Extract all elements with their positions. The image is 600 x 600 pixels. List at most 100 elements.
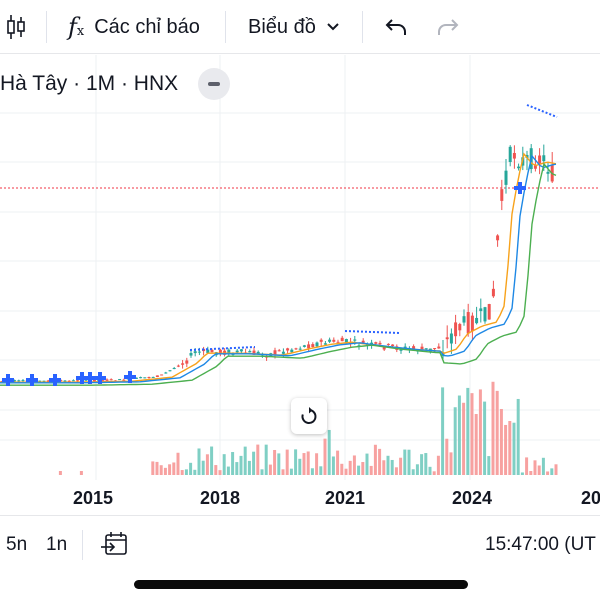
plus-marker: [6, 374, 10, 386]
chevron-down-icon: [327, 23, 339, 31]
volume-bar: [504, 424, 508, 475]
candle-body: [185, 360, 189, 364]
volume-bar: [491, 381, 495, 475]
volume-bar: [327, 429, 331, 475]
volume-bar: [302, 453, 306, 475]
volume-bar: [399, 457, 403, 475]
volume-bar: [340, 463, 344, 475]
candle-body: [210, 349, 214, 353]
candle-body: [470, 315, 474, 332]
candle-body: [508, 146, 512, 162]
legend-collapse-button[interactable]: [198, 68, 231, 100]
candle-body: [454, 322, 458, 337]
volume-bar: [407, 449, 411, 475]
candle-body: [193, 351, 197, 354]
x-tick-label: 2018: [200, 488, 240, 508]
volume-bar: [201, 460, 205, 475]
candle-body: [475, 317, 479, 324]
reset-icon: [301, 407, 317, 424]
candle-body: [143, 377, 147, 379]
toolbar-divider: [225, 11, 226, 43]
candle-body: [315, 342, 319, 347]
candle-body: [382, 346, 386, 350]
candle-body: [546, 171, 550, 174]
plus-marker: [30, 374, 34, 386]
volume-bar: [184, 469, 188, 475]
volume-bar: [210, 446, 214, 475]
candle-body: [46, 380, 50, 382]
candle-body: [105, 379, 109, 381]
volume-bar: [424, 453, 428, 475]
undo-button[interactable]: [384, 0, 408, 54]
candle-body: [17, 380, 21, 382]
candle-body: [491, 288, 495, 297]
chart-type-label: Biểu đồ: [248, 15, 316, 38]
plus-marker: [518, 182, 522, 194]
volume-bar: [218, 470, 222, 475]
clock-timezone[interactable]: 15:47:00 (UT: [485, 534, 596, 555]
candle-body: [433, 348, 437, 350]
candle-body: [197, 351, 201, 353]
candle-body: [386, 343, 390, 345]
chart-type-button[interactable]: Biểu đồ: [248, 0, 340, 54]
moving-averages: [0, 104, 558, 386]
candle-body: [420, 346, 424, 350]
volume-bar: [436, 455, 440, 475]
redo-icon: [438, 19, 459, 35]
volume-bar: [235, 462, 239, 475]
volume-bar: [550, 468, 554, 475]
candle-body: [344, 339, 348, 343]
minus-icon: [208, 82, 221, 86]
price-chart[interactable]: 2015 2018 2021 2024 20: [0, 55, 600, 515]
chart-toolbar: fx Các chỉ báo Biểu đồ: [0, 0, 600, 54]
calendar-arrow-icon: [101, 532, 127, 555]
volume-bar: [541, 457, 545, 475]
candle-body: [437, 346, 441, 349]
volume-bar: [172, 462, 176, 475]
candlestick-icon[interactable]: [6, 0, 26, 54]
candle-body: [533, 165, 537, 169]
candle-body: [302, 345, 306, 347]
plus-marker: [128, 371, 132, 383]
go-to-date-button[interactable]: [100, 530, 128, 563]
candle-body: [332, 339, 336, 342]
indicators-button[interactable]: fx Các chỉ báo: [68, 0, 200, 54]
candle-body: [328, 339, 332, 342]
volume-bar: [516, 398, 520, 475]
volume-bar: [474, 414, 478, 475]
signal-markers: [2, 182, 526, 386]
volume-bar: [294, 449, 298, 475]
candle-body: [189, 353, 193, 356]
candle-body: [525, 154, 529, 159]
candle-body: [38, 380, 42, 382]
candle-body: [227, 349, 231, 355]
volume-bar: [394, 467, 398, 475]
symbol-title: Hà Tây · 1M · HNX: [0, 72, 179, 95]
volume-bar: [449, 452, 453, 475]
moving-average-line: [0, 162, 557, 386]
reset-chart-button[interactable]: [291, 398, 327, 434]
volume-bar: [483, 401, 487, 475]
redo-button[interactable]: [436, 0, 460, 54]
candle-body: [122, 379, 126, 381]
candle-body: [206, 349, 210, 354]
volume-bar: [441, 387, 445, 475]
candle-body: [340, 337, 344, 342]
candle-body: [378, 342, 382, 345]
volume-bar: [239, 455, 243, 475]
volume-bar: [357, 465, 361, 475]
volume-bar: [268, 464, 272, 475]
candle-body: [298, 348, 302, 350]
candle-body: [403, 346, 407, 349]
volume-bar: [264, 444, 268, 475]
x-tick-label: 2021: [325, 488, 365, 508]
candle-body: [109, 379, 113, 381]
volume-bar: [428, 466, 432, 475]
range-5y-button[interactable]: 5n: [6, 534, 28, 555]
range-1y-button[interactable]: 1n: [46, 534, 68, 555]
volume-bar: [163, 467, 167, 475]
volume-bar: [386, 455, 390, 475]
candle-body: [176, 365, 180, 367]
volume-bar: [525, 457, 529, 475]
volume-bar: [457, 395, 461, 475]
